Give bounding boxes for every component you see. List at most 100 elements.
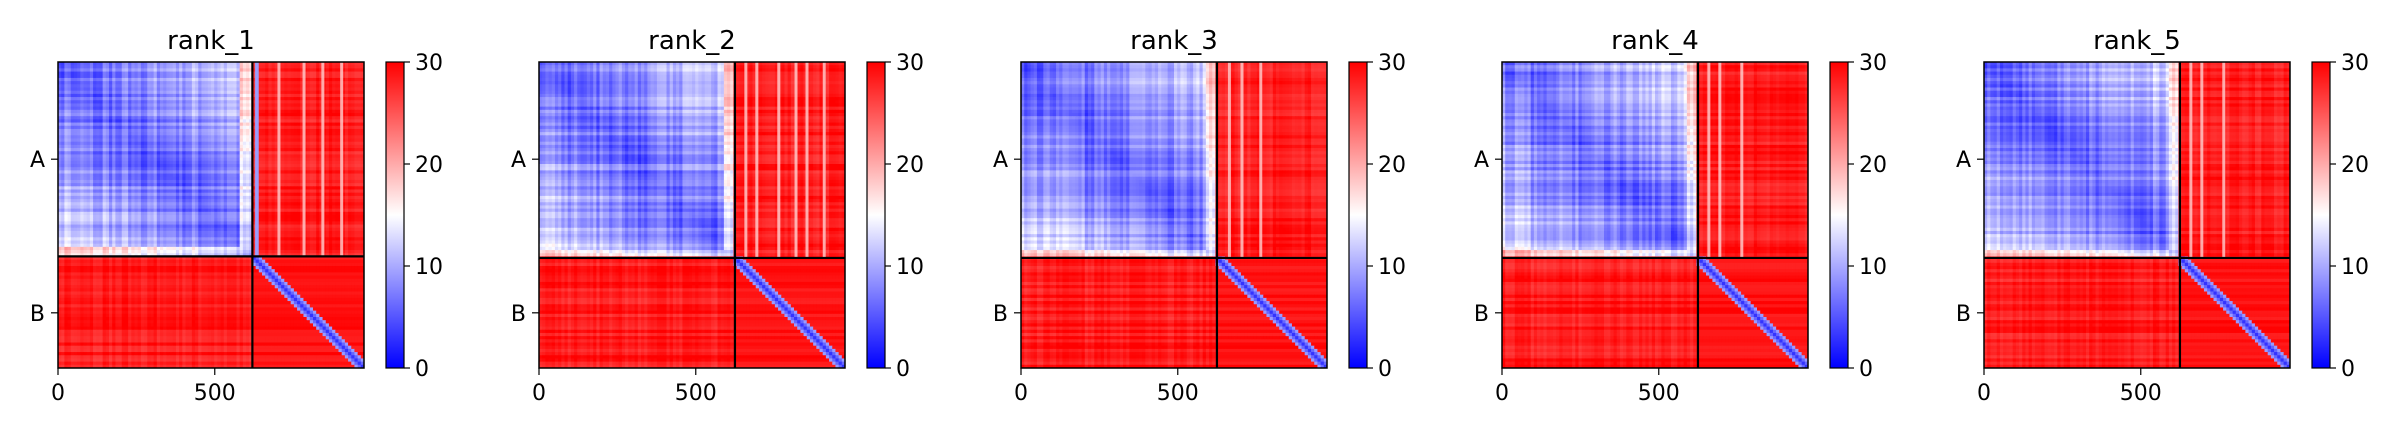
- heatmap-cell: [186, 126, 190, 130]
- heatmap-cell: [243, 158, 247, 162]
- heatmap-cell: [103, 91, 107, 95]
- heatmap-cell: [329, 139, 333, 143]
- heatmap-cell: [272, 158, 276, 162]
- heatmap-cell: [214, 113, 218, 117]
- heatmap-cell: [122, 97, 126, 101]
- heatmap-cell: [109, 103, 113, 107]
- heatmap-cell: [243, 107, 247, 111]
- heatmap-cell: [176, 129, 180, 133]
- heatmap-cell: [192, 84, 196, 88]
- heatmap-cell: [173, 148, 177, 152]
- heatmap-cell: [64, 68, 68, 72]
- heatmap-cell: [141, 148, 145, 152]
- heatmap-cell: [154, 135, 158, 139]
- heatmap-cell: [208, 100, 212, 104]
- heatmap-cell: [61, 126, 65, 130]
- heatmap-cell: [291, 151, 295, 155]
- heatmap-cell: [96, 116, 100, 120]
- heatmap-cell: [284, 97, 288, 101]
- heatmap-cell: [195, 158, 199, 162]
- heatmap-cell: [106, 145, 110, 149]
- heatmap-cell: [281, 110, 285, 114]
- heatmap-cell: [230, 94, 234, 98]
- heatmap-cell: [211, 103, 215, 107]
- heatmap-cell: [99, 65, 103, 69]
- heatmap-cell: [246, 116, 250, 120]
- heatmap-cell: [109, 161, 113, 165]
- heatmap-cell: [329, 68, 333, 72]
- heatmap-cell: [310, 103, 314, 107]
- heatmap-cell: [307, 97, 311, 101]
- heatmap-cell: [80, 110, 84, 114]
- heatmap-cell: [179, 65, 183, 69]
- heatmap-cell: [138, 103, 142, 107]
- heatmap-cell: [313, 158, 317, 162]
- heatmap-cell: [125, 107, 129, 111]
- heatmap-cell: [265, 100, 269, 104]
- heatmap-cell: [329, 158, 333, 162]
- heatmap-cell: [326, 119, 330, 123]
- heatmap-cell: [64, 116, 68, 120]
- heatmap-cell: [201, 119, 205, 123]
- heatmap-cell: [115, 107, 119, 111]
- heatmap-cell: [335, 148, 339, 152]
- heatmap-cell: [214, 88, 218, 92]
- heatmap-cell: [71, 158, 75, 162]
- heatmap-cell: [281, 81, 285, 85]
- heatmap-cell: [291, 78, 295, 82]
- heatmap-cell: [112, 145, 116, 149]
- heatmap-cell: [214, 123, 218, 127]
- heatmap-cell: [268, 91, 272, 95]
- heatmap-cell: [358, 97, 362, 101]
- heatmap-cell: [179, 132, 183, 136]
- heatmap-cell: [358, 75, 362, 79]
- heatmap-cell: [109, 151, 113, 155]
- heatmap-cell: [335, 132, 339, 136]
- heatmap-cell: [182, 65, 186, 69]
- heatmap-cell: [103, 100, 107, 104]
- heatmap-cell: [297, 129, 301, 133]
- heatmap-cell: [233, 65, 237, 69]
- heatmap-cell: [201, 91, 205, 95]
- heatmap-cell: [201, 161, 205, 165]
- heatmap-cell: [284, 148, 288, 152]
- heatmap-cell: [195, 151, 199, 155]
- heatmap-cell: [112, 94, 116, 98]
- heatmap-cell: [186, 81, 190, 85]
- heatmap-cell: [74, 135, 78, 139]
- heatmap-cell: [192, 135, 196, 139]
- heatmap-cell: [74, 97, 78, 101]
- heatmap-cell: [201, 154, 205, 158]
- heatmap-cell: [119, 88, 123, 92]
- heatmap-cell: [131, 78, 135, 82]
- heatmap-cell: [80, 75, 84, 79]
- heatmap-cell: [96, 119, 100, 123]
- heatmap-cell: [351, 103, 355, 107]
- heatmap-cell: [297, 116, 301, 120]
- heatmap-cell: [141, 129, 145, 133]
- heatmap-cell: [335, 129, 339, 133]
- heatmap-cell: [272, 139, 276, 143]
- heatmap-cell: [163, 113, 167, 117]
- heatmap-cell: [61, 72, 65, 76]
- heatmap-cell: [170, 72, 174, 76]
- heatmap-cell: [125, 94, 129, 98]
- heatmap-cell: [125, 135, 129, 139]
- heatmap-cell: [99, 142, 103, 146]
- heatmap-cell: [198, 113, 202, 117]
- heatmap-cell: [201, 142, 205, 146]
- heatmap-cell: [208, 81, 212, 85]
- heatmap-cell: [61, 148, 65, 152]
- heatmap-cell: [201, 132, 205, 136]
- heatmap-cell: [195, 154, 199, 158]
- heatmap-cell: [144, 110, 148, 114]
- heatmap-cell: [351, 132, 355, 136]
- heatmap-cell: [173, 145, 177, 149]
- heatmap-cell: [122, 119, 126, 123]
- heatmap-cell: [265, 91, 269, 95]
- heatmap-cell: [61, 68, 65, 72]
- heatmap-cell: [135, 65, 139, 69]
- heatmap-cell: [345, 78, 349, 82]
- heatmap-cell: [141, 161, 145, 165]
- heatmap-cell: [217, 113, 221, 117]
